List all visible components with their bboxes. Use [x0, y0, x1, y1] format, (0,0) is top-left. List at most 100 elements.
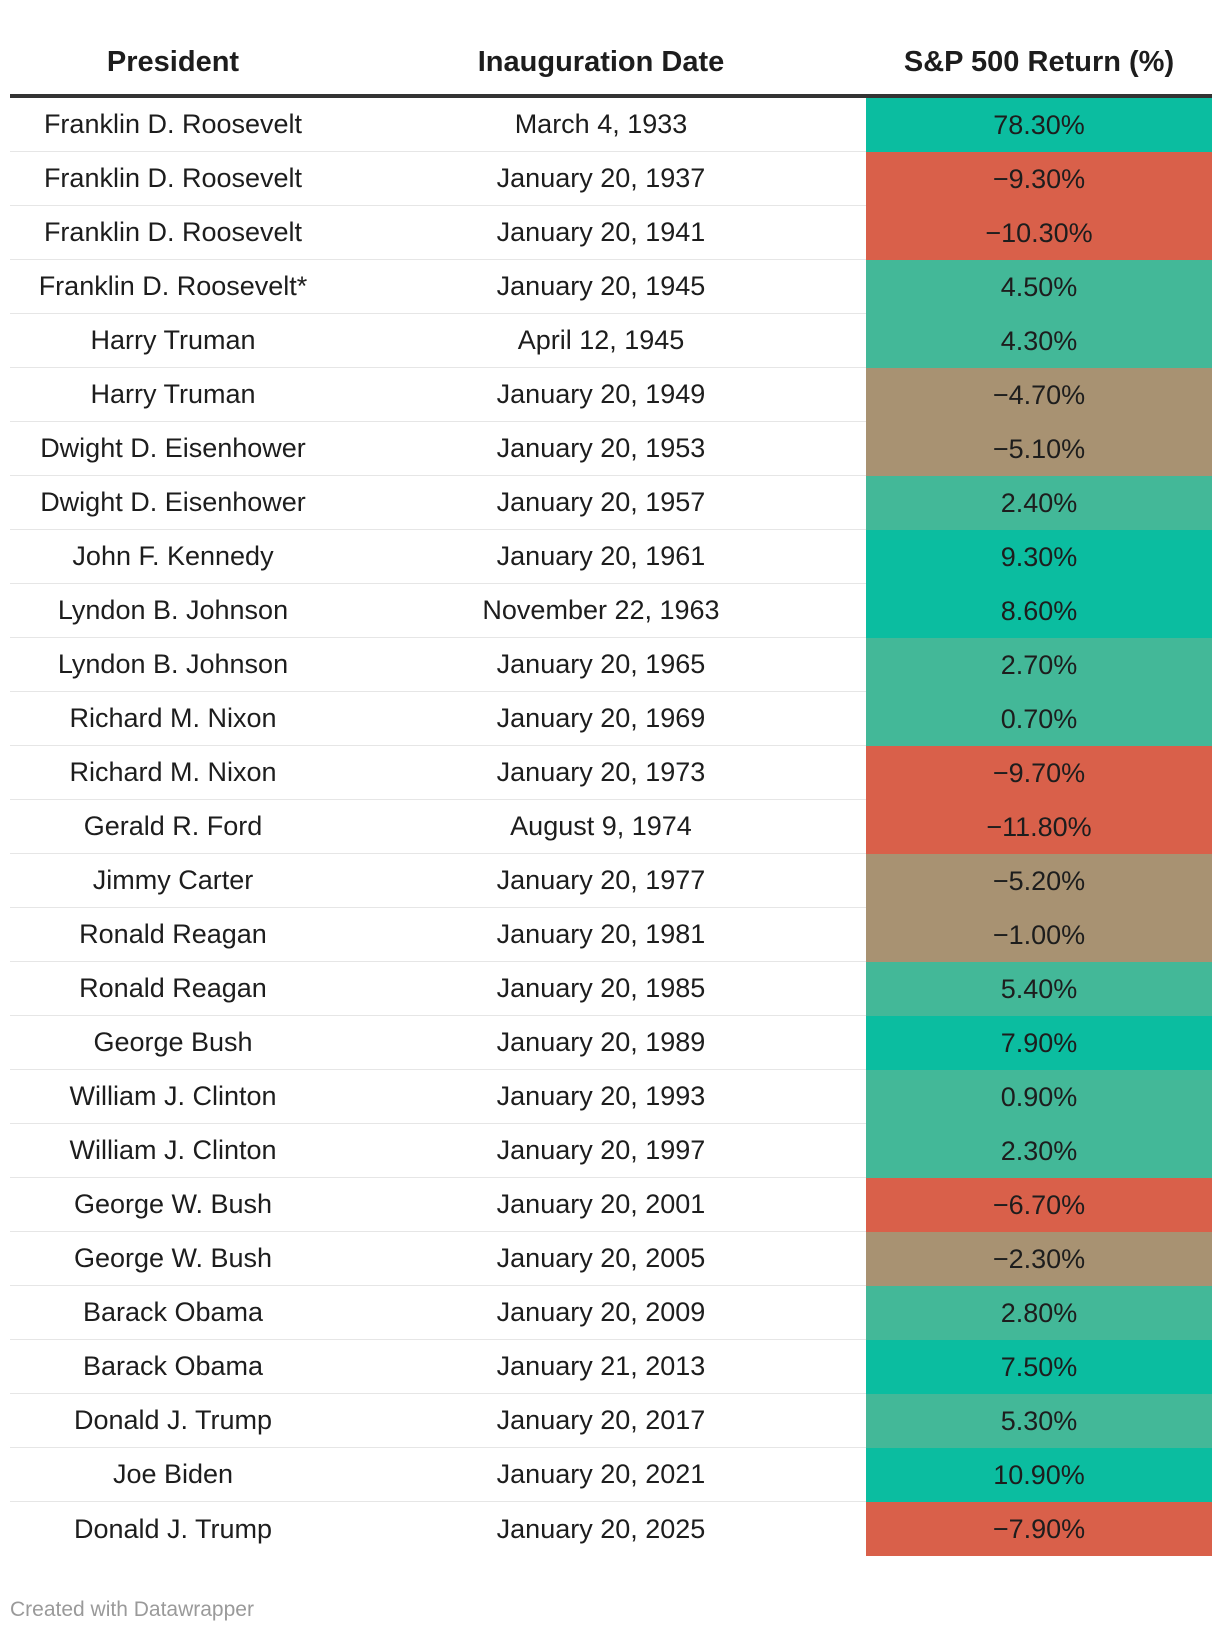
return-cell: 5.40% — [866, 962, 1212, 1016]
president-cell: William J. Clinton — [10, 1124, 336, 1178]
date-cell: January 20, 1997 — [336, 1124, 866, 1178]
president-cell: Dwight D. Eisenhower — [10, 422, 336, 476]
table-row: Franklin D. Roosevelt January 20, 1941 −10… — [10, 206, 1212, 260]
president-cell: Richard M. Nixon — [10, 746, 336, 800]
date-cell: January 20, 1961 — [336, 530, 866, 584]
returns-table: President Inauguration Date S&P 500 Retu… — [10, 30, 1212, 1556]
return-cell: −4.70% — [866, 368, 1212, 422]
return-cell: 4.30% — [866, 314, 1212, 368]
return-cell: 7.90% — [866, 1016, 1212, 1070]
return-cell: 7.50% — [866, 1340, 1212, 1394]
date-cell: January 20, 2025 — [496, 1513, 706, 1544]
date-cell: January 20, 1981 — [336, 908, 866, 962]
return-cell: −7.90% — [866, 1502, 1212, 1556]
president-cell: Harry Truman — [10, 314, 336, 368]
date-cell: January 20, 1969 — [336, 692, 866, 746]
president-cell: Lyndon B. Johnson — [10, 584, 336, 638]
date-cell: April 12, 1945 — [336, 314, 866, 368]
header-sp500-return: S&P 500 Return (%) — [903, 45, 1175, 78]
date-cell: January 20, 1989 — [336, 1016, 866, 1070]
date-cell: January 21, 2013 — [336, 1340, 866, 1394]
return-cell: −11.80% — [866, 800, 1212, 854]
date-cell: January 20, 1993 — [336, 1070, 866, 1124]
president-cell: Ronald Reagan — [10, 908, 336, 962]
return-cell: −5.10% — [866, 422, 1212, 476]
president-cell: Franklin D. Roosevelt — [10, 98, 336, 152]
date-cell: January 20, 2005 — [336, 1232, 866, 1286]
return-cell: −5.20% — [866, 854, 1212, 908]
president-cell: Ronald Reagan — [10, 962, 336, 1016]
president-cell: William J. Clinton — [10, 1070, 336, 1124]
table-row: Lyndon B. Johnson November 22, 1963 8.60% — [10, 584, 1212, 638]
table-row: William J. Clinton January 20, 1997 2.30% — [10, 1124, 1212, 1178]
president-cell: Franklin D. Roosevelt — [10, 152, 336, 206]
table-row: Barack Obama January 20, 2009 2.80% — [10, 1286, 1212, 1340]
date-cell: January 20, 1953 — [336, 422, 866, 476]
table-row: Donald J. Trump January 20, 2017 5.30% — [10, 1394, 1212, 1448]
table-row: Ronald Reagan January 20, 1981 −1.00% — [10, 908, 1212, 962]
table-row: Ronald Reagan January 20, 1985 5.40% — [10, 962, 1212, 1016]
date-cell: January 20, 1977 — [336, 854, 866, 908]
president-cell: Donald J. Trump — [73, 1513, 273, 1544]
date-cell: January 20, 1973 — [336, 746, 866, 800]
president-cell: Gerald R. Ford — [10, 800, 336, 854]
president-cell: John F. Kennedy — [10, 530, 336, 584]
date-cell: November 22, 1963 — [336, 584, 866, 638]
president-cell: George W. Bush — [10, 1232, 336, 1286]
return-cell: 2.40% — [866, 476, 1212, 530]
return-cell: 10.90% — [866, 1448, 1212, 1502]
date-cell: August 9, 1974 — [336, 800, 866, 854]
date-cell: January 20, 2017 — [336, 1394, 866, 1448]
table-row: Franklin D. Roosevelt* January 20, 1945 4.… — [10, 260, 1212, 314]
table-row: Richard M. Nixon January 20, 1973 −9.70% — [10, 746, 1212, 800]
table-row: William J. Clinton January 20, 1993 0.90% — [10, 1070, 1212, 1124]
table-row: Dwight D. Eisenhower January 20, 1953 −5.1… — [10, 422, 1212, 476]
footer-credit: Created with Datawrapper — [10, 1598, 254, 1621]
table-body: Franklin D. Roosevelt March 4, 1933 78.30%… — [10, 98, 1212, 1556]
president-cell: Franklin D. Roosevelt — [10, 206, 336, 260]
table-header: President Inauguration Date S&P 500 Retu… — [10, 30, 1212, 98]
date-cell: January 20, 1985 — [336, 962, 866, 1016]
table-row: Franklin D. Roosevelt March 4, 1933 78.30% — [10, 98, 1212, 152]
president-cell: Barack Obama — [10, 1286, 336, 1340]
return-cell: −9.70% — [866, 746, 1212, 800]
table-row: Barack Obama January 21, 2013 7.50% — [10, 1340, 1212, 1394]
date-cell: January 20, 1945 — [336, 260, 866, 314]
date-cell: January 20, 1941 — [336, 206, 866, 260]
return-cell: 0.70% — [866, 692, 1212, 746]
president-cell: Franklin D. Roosevelt* — [10, 260, 336, 314]
president-cell: Joe Biden — [10, 1448, 336, 1502]
table-row: Donald J. Trump January 20, 2025 −7.90% — [10, 1502, 1212, 1556]
table-row: Richard M. Nixon January 20, 1969 0.70% — [10, 692, 1212, 746]
president-cell: Dwight D. Eisenhower — [10, 476, 336, 530]
table-row: Lyndon B. Johnson January 20, 1965 2.70% — [10, 638, 1212, 692]
date-cell: January 20, 2001 — [336, 1178, 866, 1232]
table-row: Dwight D. Eisenhower January 20, 1957 2.40… — [10, 476, 1212, 530]
president-cell: Donald J. Trump — [10, 1394, 336, 1448]
president-cell: Richard M. Nixon — [10, 692, 336, 746]
table-row: George W. Bush January 20, 2001 −6.70% — [10, 1178, 1212, 1232]
return-cell: 8.60% — [866, 584, 1212, 638]
return-cell: −2.30% — [866, 1232, 1212, 1286]
table-row: George Bush January 20, 1989 7.90% — [10, 1016, 1212, 1070]
president-cell: Barack Obama — [10, 1340, 336, 1394]
table-row: Jimmy Carter January 20, 1977 −5.20% — [10, 854, 1212, 908]
table-row: Franklin D. Roosevelt January 20, 1937 −9.… — [10, 152, 1212, 206]
header-president: President — [106, 45, 240, 78]
return-cell: −9.30% — [866, 152, 1212, 206]
date-cell: March 4, 1933 — [336, 98, 866, 152]
date-cell: January 20, 1965 — [336, 638, 866, 692]
table-row: George W. Bush January 20, 2005 −2.30% — [10, 1232, 1212, 1286]
return-cell: −1.00% — [866, 908, 1212, 962]
table-row: Harry Truman April 12, 1945 4.30% — [10, 314, 1212, 368]
table-row: John F. Kennedy January 20, 1961 9.30% — [10, 530, 1212, 584]
date-cell: January 20, 2021 — [336, 1448, 866, 1502]
return-cell: 4.50% — [866, 260, 1212, 314]
date-cell: January 20, 1957 — [336, 476, 866, 530]
president-cell: Jimmy Carter — [10, 854, 336, 908]
return-cell: 2.70% — [866, 638, 1212, 692]
president-cell: Lyndon B. Johnson — [10, 638, 336, 692]
table-row: Joe Biden January 20, 2021 10.90% — [10, 1448, 1212, 1502]
president-cell: George Bush — [10, 1016, 336, 1070]
date-cell: January 20, 2009 — [336, 1286, 866, 1340]
